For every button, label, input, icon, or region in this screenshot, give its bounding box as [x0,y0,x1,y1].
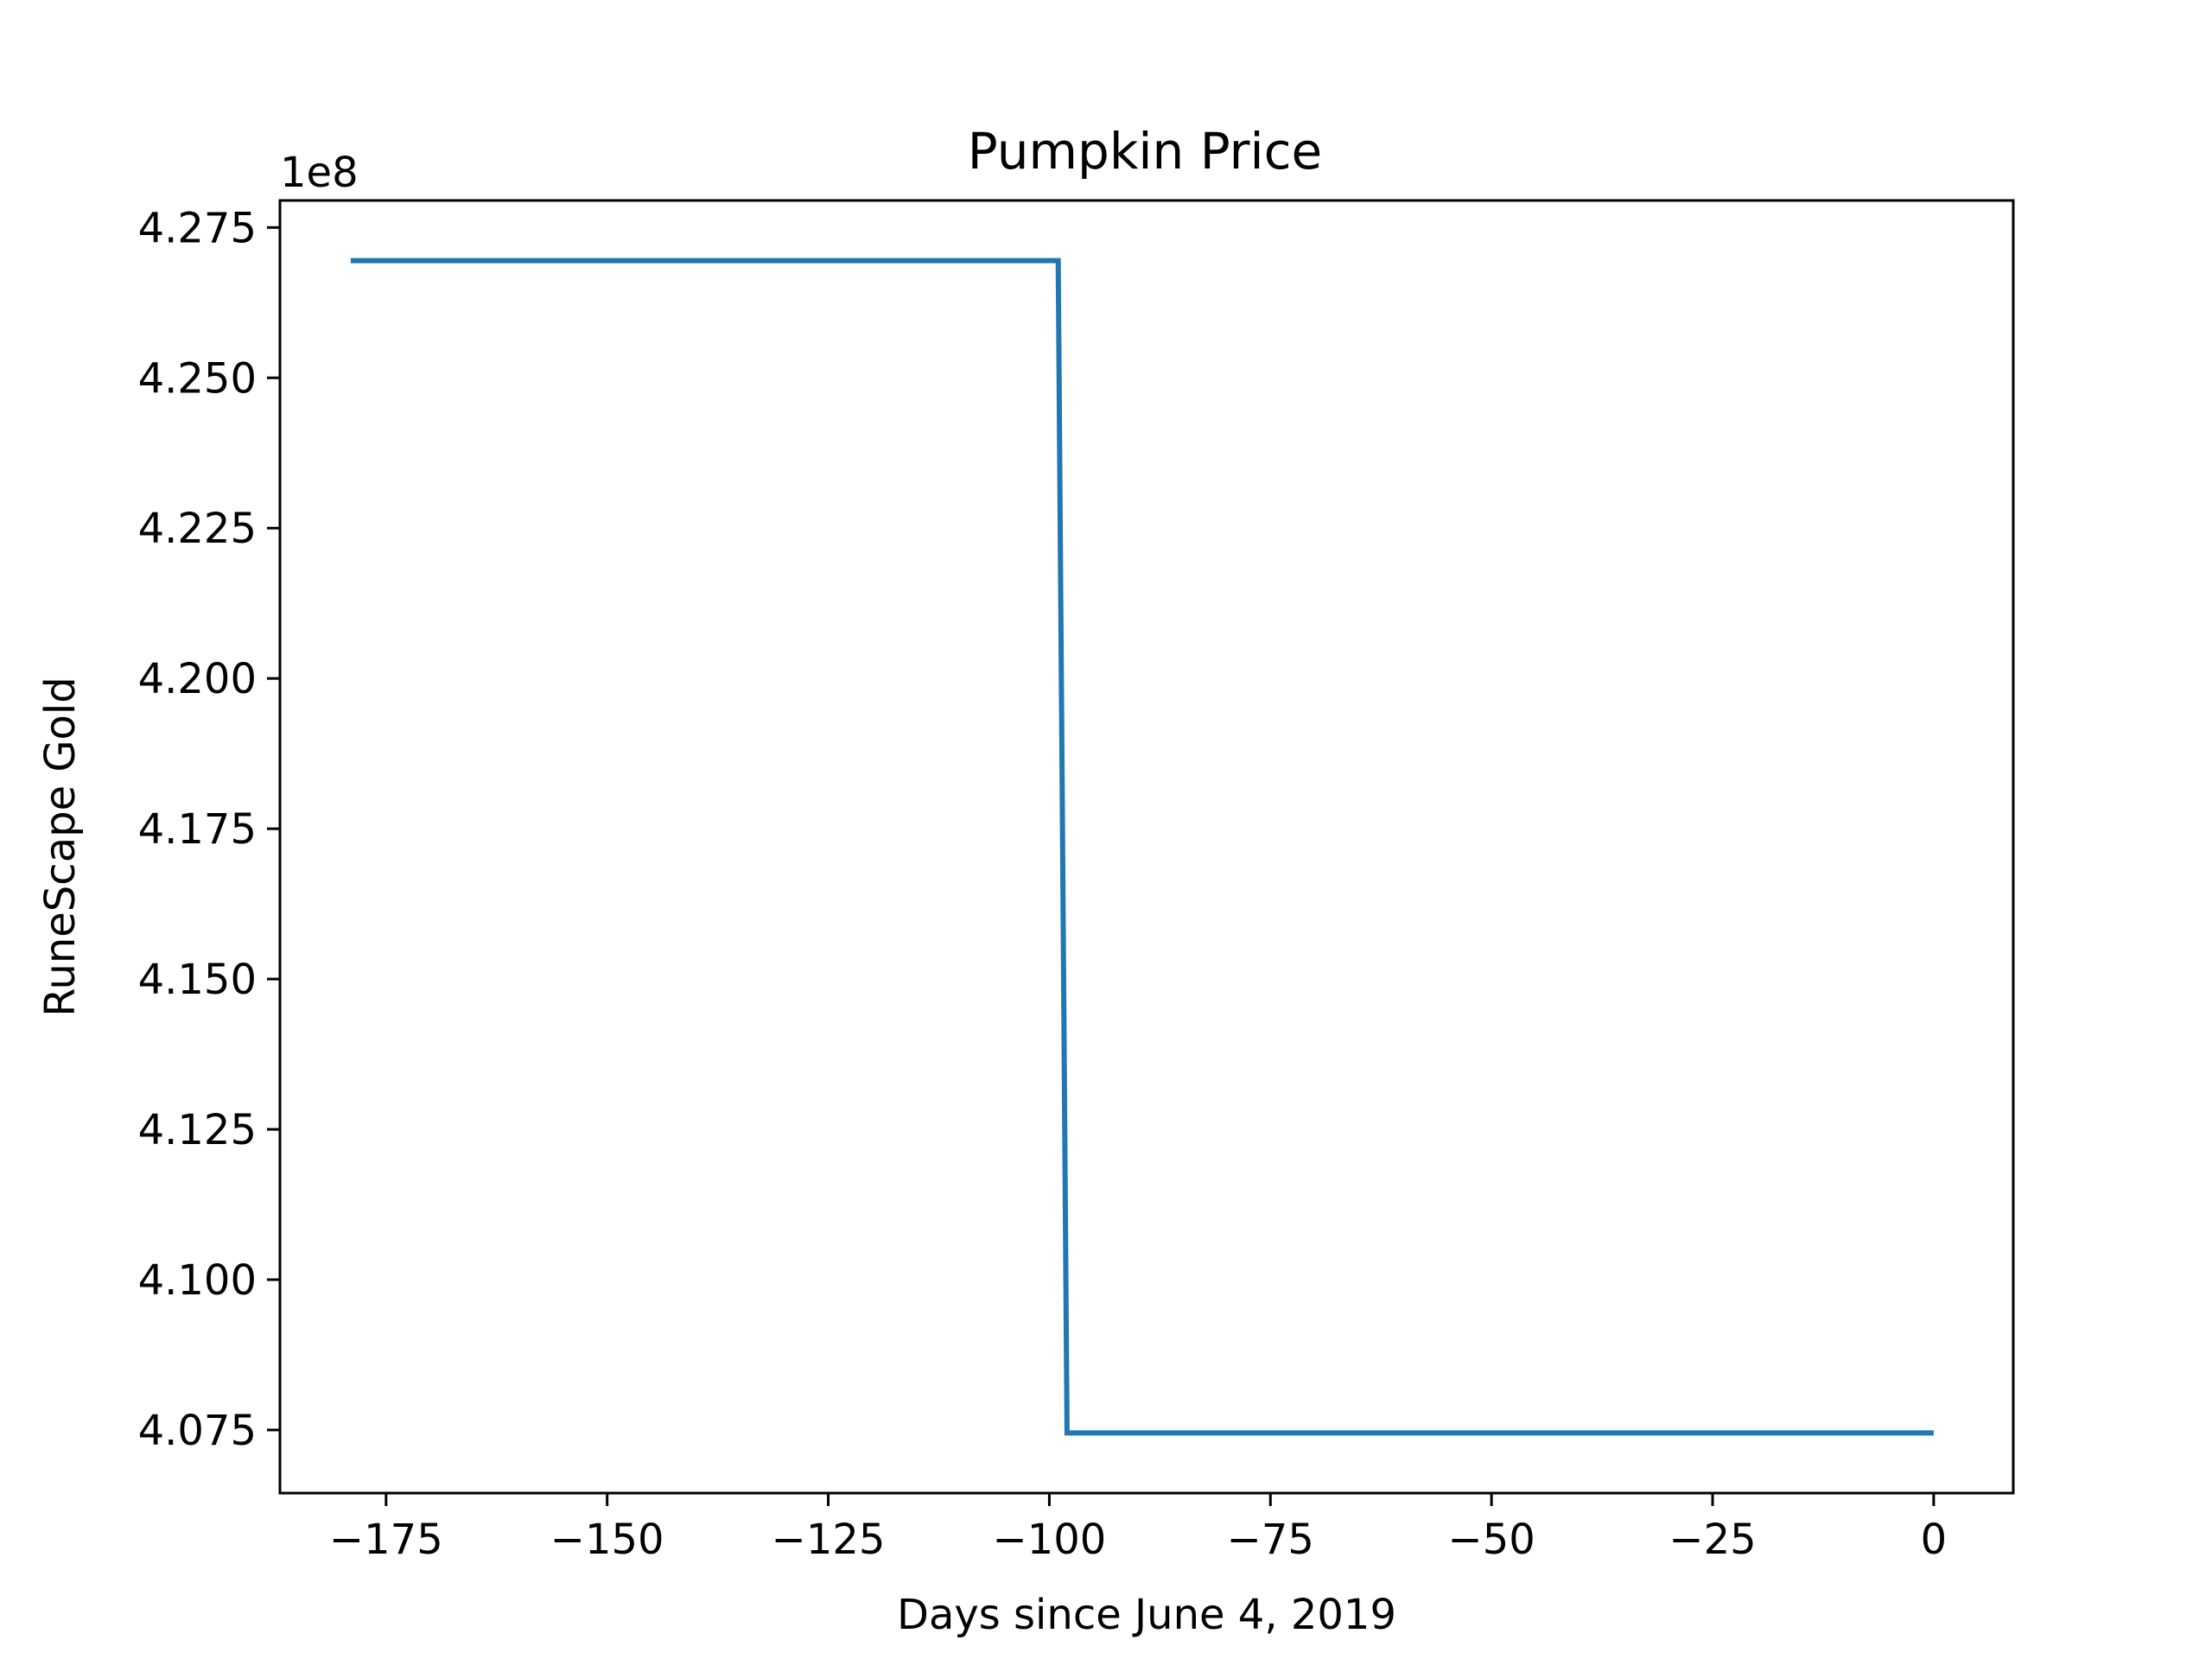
series-line-0 [350,257,1934,1436]
chart-title: Pumpkin Price [968,122,1322,181]
x-tick-label: −175 [329,1516,443,1564]
y-tick-label: 4.100 [138,1256,257,1305]
y-axis-label: RuneScape Gold [36,677,85,1016]
y-tick-label: 4.250 [138,354,257,403]
x-tick-label: −50 [1448,1516,1535,1564]
x-axis-ticks: −175 −150 −125 −100 −75 −50 −25 0 [329,1493,1947,1564]
x-axis-label: Days since June 4, 2019 [897,1591,1396,1639]
y-axis-ticks: 4.075 4.100 4.125 4.150 4.175 4.200 4.225 4.250… [138,204,280,1455]
x-tick-label: −75 [1227,1516,1314,1564]
plot-area [350,257,1934,1436]
x-tick-label: −100 [992,1516,1106,1564]
y-tick-label: 4.225 [138,505,257,553]
y-tick-label: 4.075 [138,1407,257,1455]
y-offset-text: 1e8 [280,149,359,197]
x-tick-label: 0 [1921,1516,1948,1564]
y-tick-label: 4.200 [138,655,257,703]
plot-frame [278,199,2015,1495]
y-tick-label: 4.275 [138,204,257,252]
y-tick-label: 4.150 [138,956,257,1004]
x-tick-label: −150 [550,1516,664,1564]
y-tick-label: 4.175 [138,805,257,854]
x-tick-label: −125 [772,1516,886,1564]
x-tick-label: −25 [1669,1516,1756,1564]
y-tick-label: 4.125 [138,1106,257,1154]
